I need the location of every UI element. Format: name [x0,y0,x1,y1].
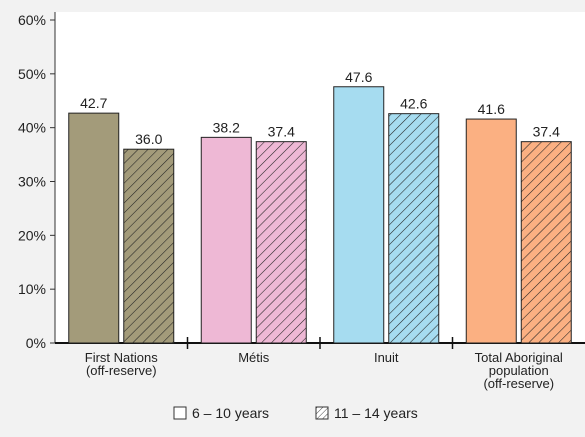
bar-value-label: 47.6 [345,69,372,85]
bar-value-label: 37.4 [268,124,295,140]
x-category-label: (off-reserve) [86,363,157,378]
bar [255,141,307,344]
legend-label: 6 – 10 years [192,405,269,421]
x-category-label: population [489,363,549,378]
bar-value-label: 37.4 [533,124,560,140]
legend-label: 11 – 14 years [334,405,418,421]
x-category-label: First Nations [85,350,158,365]
bar-value-label: 38.2 [213,119,240,135]
bar-value-label: 42.6 [400,96,427,112]
bar-value-label: 42.7 [80,95,107,111]
y-tick-label: 30% [18,174,46,190]
bar [200,136,252,344]
bar [123,148,175,344]
legend-swatch-hatched [315,406,329,420]
x-category-label: Métis [238,350,270,365]
y-tick-label: 40% [18,120,46,136]
bar [520,141,572,344]
bar [388,113,440,344]
y-tick-label: 20% [18,227,46,243]
bar [68,112,120,344]
bar [333,86,385,344]
y-tick-label: 60% [18,12,46,28]
y-tick-label: 0% [26,335,46,351]
x-category-label: Total Aboriginal [475,350,563,365]
bar-value-label: 36.0 [135,131,162,147]
bar-value-label: 41.6 [478,101,505,117]
x-category-label: (off-reserve) [483,376,554,391]
y-tick-label: 50% [18,66,46,82]
x-category-label: Inuit [374,350,399,365]
y-tick-label: 10% [18,281,46,297]
legend-swatch-solid [173,406,187,420]
bar [465,118,517,344]
